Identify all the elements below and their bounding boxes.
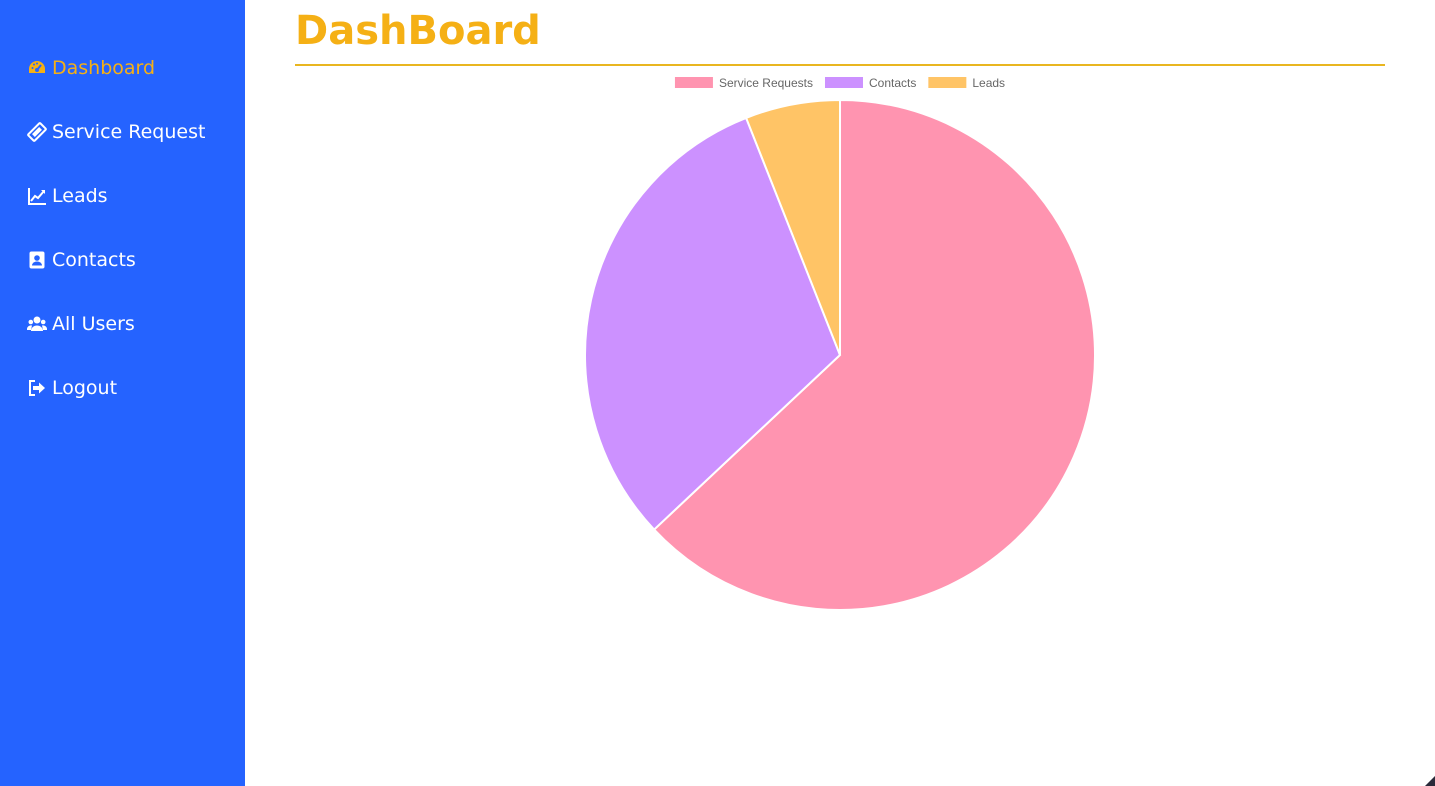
sidebar-item-label: Contacts <box>52 249 136 271</box>
sidebar-item-label: All Users <box>52 313 135 335</box>
chart-legend: Service Requests Contacts Leads <box>674 76 1005 90</box>
gauge-icon <box>26 57 48 79</box>
sidebar-item-logout[interactable]: Logout <box>26 374 117 402</box>
main-content: DashBoard Service Requests Contacts Leads <box>245 0 1435 786</box>
legend-swatch-service-requests[interactable] <box>674 77 713 88</box>
sidebar-item-all-users[interactable]: All Users <box>26 310 135 338</box>
pie-slices <box>584 98 1096 611</box>
legend-swatch-contacts[interactable] <box>824 77 863 88</box>
legend-label-leads: Leads <box>972 76 1005 90</box>
address-book-icon <box>26 249 48 271</box>
sidebar-item-service-request[interactable]: Service Request <box>26 118 205 146</box>
page-title: DashBoard <box>295 8 541 54</box>
legend-swatch-leads[interactable] <box>928 77 967 88</box>
pie-slice-leads[interactable] <box>744 98 841 356</box>
legend-label-contacts: Contacts <box>869 76 916 90</box>
ticket-icon <box>26 121 48 143</box>
pie-slice-service-requests[interactable] <box>652 98 1096 611</box>
pie-chart: Service Requests Contacts Leads <box>584 76 1096 611</box>
sidebar-item-label: Dashboard <box>52 57 156 79</box>
users-icon <box>26 313 48 335</box>
line-chart-icon <box>26 185 48 207</box>
sidebar-item-contacts[interactable]: Contacts <box>26 246 136 274</box>
sidebar-item-dashboard[interactable]: Dashboard <box>26 54 155 82</box>
sidebar: Dashboard Service Request Leads Contacts <box>0 0 245 786</box>
sign-out-icon <box>26 377 48 399</box>
sidebar-item-label: Leads <box>52 185 108 207</box>
legend-label-service-requests: Service Requests <box>719 76 813 90</box>
sidebar-item-label: Service Request <box>52 121 206 143</box>
window-corner <box>1425 776 1435 786</box>
sidebar-item-leads[interactable]: Leads <box>26 182 108 210</box>
pie-slice-contacts[interactable] <box>584 116 842 531</box>
sidebar-item-label: Logout <box>52 377 118 399</box>
title-divider <box>295 64 1385 66</box>
